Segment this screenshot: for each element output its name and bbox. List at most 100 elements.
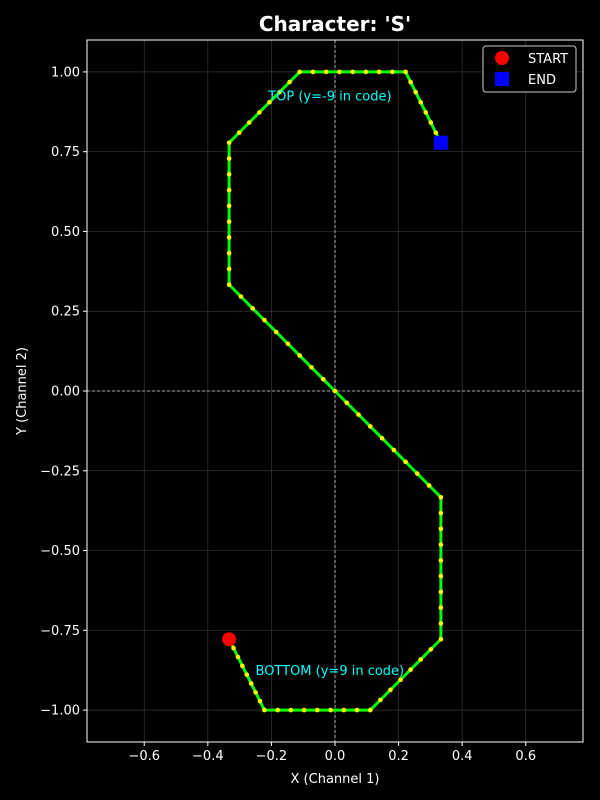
- y-tick-label: 0.00: [51, 385, 80, 400]
- sample-point: [418, 657, 424, 662]
- legend-start-marker: [495, 51, 509, 65]
- endpoint-markers: [222, 135, 448, 647]
- sample-point: [438, 558, 444, 563]
- sample-point: [226, 140, 232, 146]
- sample-point: [226, 187, 232, 193]
- sample-point: [275, 707, 280, 713]
- y-tick-label: 0.25: [51, 305, 80, 320]
- sample-point: [428, 120, 434, 125]
- start-marker: [222, 632, 237, 647]
- y-axis-label: Y (Channel 2): [15, 347, 30, 436]
- sample-point: [273, 329, 279, 335]
- sample-point: [433, 130, 439, 135]
- sample-point: [428, 647, 434, 652]
- sample-point: [403, 69, 408, 75]
- sample-point: [332, 388, 338, 394]
- annotation-label: BOTTOM (y=9 in code): [256, 664, 405, 679]
- legend-end-label: END: [528, 73, 556, 88]
- sample-point: [235, 654, 241, 660]
- x-tick-label: −0.4: [192, 749, 224, 764]
- sample-point: [354, 707, 360, 713]
- sample-point: [297, 353, 303, 358]
- sample-point: [267, 99, 272, 105]
- annotations: TOP (y=-9 in code) BOTTOM (y=9 in code): [256, 90, 405, 679]
- annotation-label: TOP (y=-9 in code): [267, 90, 391, 105]
- sample-point: [388, 687, 393, 693]
- x-tick-label: 0.2: [388, 749, 409, 764]
- sample-point: [277, 89, 282, 95]
- sample-point: [287, 79, 292, 85]
- sample-point: [226, 156, 232, 161]
- sample-point: [262, 317, 267, 323]
- sample-point: [438, 494, 444, 500]
- sample-point: [423, 110, 429, 115]
- sample-point: [226, 282, 232, 288]
- x-tick-label: 0.0: [325, 749, 346, 764]
- legend-end-marker: [495, 72, 509, 86]
- legend-start-label: START: [528, 52, 568, 67]
- sample-point: [376, 69, 382, 75]
- y-tick-label: 0.50: [51, 225, 80, 240]
- sample-point: [438, 542, 444, 547]
- sample-point: [438, 636, 444, 642]
- sample-point: [367, 424, 373, 429]
- y-tick-label: −0.50: [40, 544, 80, 559]
- sample-point: [356, 412, 361, 417]
- sample-point: [426, 483, 432, 488]
- sample-point: [310, 69, 316, 75]
- sample-point: [257, 110, 262, 115]
- sample-point: [408, 667, 413, 672]
- sample-point: [301, 707, 307, 713]
- sample-point: [246, 120, 252, 125]
- x-axis-ticks: −0.6 −0.4 −0.2 0.0 0.2 0.4 0.6: [128, 742, 536, 764]
- sample-point: [238, 294, 244, 299]
- sample-point: [262, 707, 267, 713]
- sample-point: [438, 573, 444, 579]
- y-tick-label: −0.25: [40, 464, 80, 479]
- sample-point: [323, 69, 329, 75]
- y-tick-label: 1.00: [51, 65, 80, 80]
- sample-point: [378, 697, 383, 703]
- sample-point: [391, 447, 397, 453]
- sample-point: [413, 89, 418, 95]
- sample-point: [248, 681, 254, 686]
- sample-point: [297, 69, 303, 75]
- y-axis-ticks: −1.00 −0.75 −0.50 −0.25 0.00 0.25 0.50 0.75 1.00: [40, 65, 87, 719]
- sample-point: [226, 266, 232, 272]
- sample-point: [240, 663, 245, 669]
- sample-point: [226, 235, 232, 240]
- sample-point: [253, 690, 258, 695]
- y-tick-label: −0.75: [40, 624, 80, 639]
- y-tick-label: 0.75: [51, 145, 80, 160]
- sample-point: [438, 621, 444, 626]
- sample-point: [226, 172, 232, 177]
- x-tick-label: −0.2: [256, 749, 288, 764]
- sample-point: [415, 471, 420, 476]
- sample-point: [367, 707, 373, 713]
- sample-point: [244, 672, 250, 677]
- sample-point: [438, 526, 444, 532]
- sample-point: [285, 341, 291, 347]
- sample-point: [257, 698, 263, 704]
- y-tick-label: −1.00: [40, 704, 80, 719]
- x-axis-label: X (Channel 1): [291, 772, 380, 787]
- sample-point: [337, 69, 342, 75]
- sample-point: [398, 677, 403, 683]
- sample-point: [390, 69, 395, 75]
- x-tick-label: −0.6: [128, 749, 160, 764]
- sample-point: [438, 510, 444, 516]
- sample-point: [408, 79, 413, 85]
- x-tick-label: 0.6: [515, 749, 536, 764]
- sample-point: [250, 306, 255, 311]
- sample-point: [226, 250, 232, 256]
- sample-point: [379, 435, 385, 441]
- sample-point: [344, 400, 350, 406]
- sample-point: [288, 707, 294, 713]
- x-tick-label: 0.4: [452, 749, 473, 764]
- chart-title: Character: 'S': [259, 12, 411, 36]
- sample-point: [403, 459, 408, 465]
- sample-point: [341, 707, 347, 713]
- sample-point: [236, 130, 242, 135]
- sample-point: [309, 365, 314, 370]
